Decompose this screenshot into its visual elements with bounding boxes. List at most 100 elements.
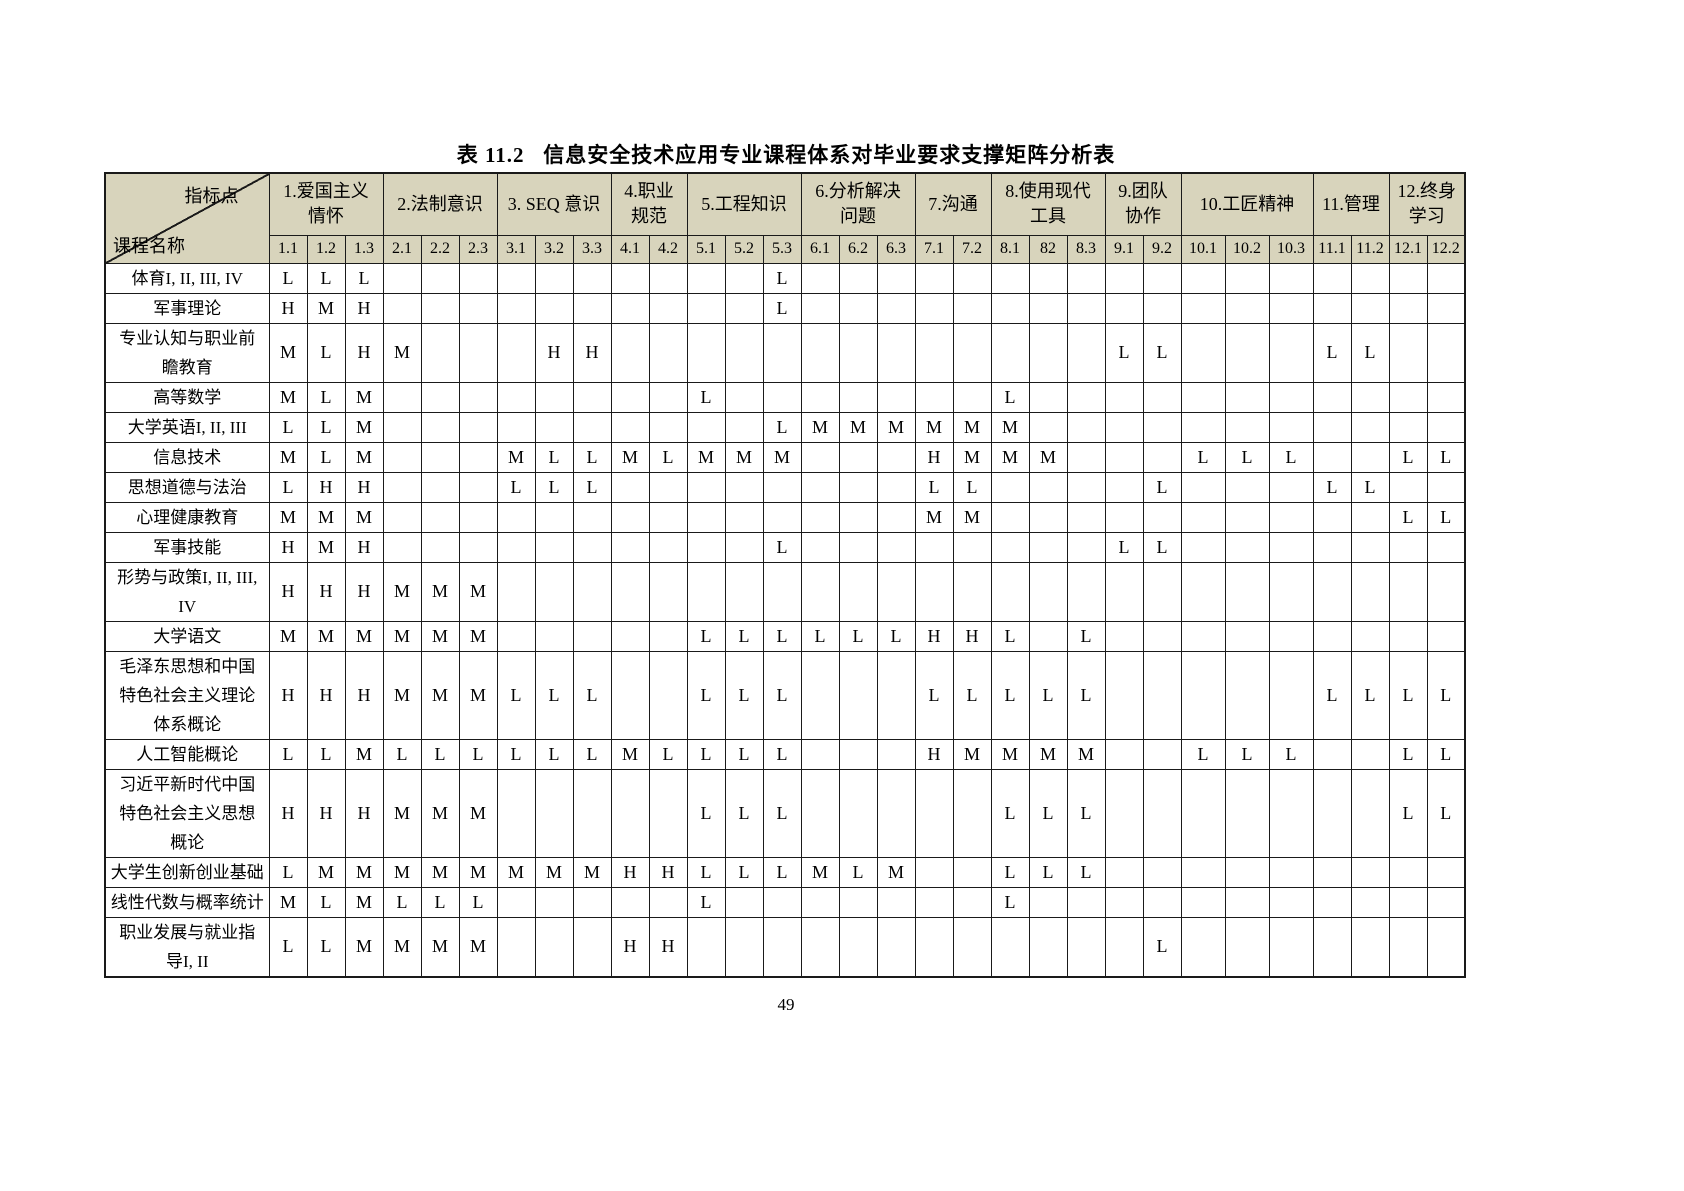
column-group-header: 1.爱国主义 情怀 (268, 172, 384, 236)
matrix-cell (1312, 501, 1352, 533)
matrix-cell (762, 471, 802, 503)
matrix-cell (952, 886, 992, 918)
column-subheader: 1.1 (268, 234, 308, 264)
matrix-cell: L (724, 738, 764, 770)
matrix-cell: M (762, 441, 802, 473)
matrix-cell (952, 561, 992, 622)
matrix-cell (838, 738, 878, 770)
matrix-cell (648, 471, 688, 503)
matrix-cell (800, 650, 840, 740)
matrix-cell: H (306, 768, 346, 858)
matrix-cell (610, 620, 650, 652)
matrix-cell (1312, 856, 1352, 888)
matrix-cell (1180, 381, 1226, 413)
matrix-cell: L (952, 471, 992, 503)
matrix-cell (1388, 292, 1428, 324)
matrix-cell (1028, 381, 1068, 413)
matrix-cell: H (344, 292, 384, 324)
matrix-cell (1224, 411, 1270, 443)
matrix-cell: H (306, 561, 346, 622)
matrix-cell: M (952, 441, 992, 473)
matrix-cell: L (268, 262, 308, 294)
matrix-cell (1350, 738, 1390, 770)
matrix-cell: H (268, 292, 308, 324)
matrix-cell (724, 292, 764, 324)
matrix-cell: M (458, 856, 498, 888)
course-name-cell: 高等数学 (104, 381, 270, 413)
matrix-cell: L (1142, 916, 1182, 977)
matrix-cell: H (306, 471, 346, 503)
matrix-cell: L (572, 738, 612, 770)
group-header-line: 3. SEQ 意识 (507, 193, 601, 214)
group-header-line: 5.工程知识 (701, 193, 787, 214)
matrix-cell (572, 768, 612, 858)
matrix-cell: M (420, 561, 460, 622)
matrix-cell (1388, 620, 1428, 652)
matrix-cell (1350, 411, 1390, 443)
column-group-header: 5.工程知识 (686, 172, 802, 236)
course-name-cell: 信息技术 (104, 441, 270, 473)
group-header-line: 11.管理 (1322, 193, 1380, 214)
matrix-cell: H (268, 531, 308, 563)
matrix-cell (724, 411, 764, 443)
matrix-cell (762, 322, 802, 383)
matrix-cell (458, 322, 498, 383)
matrix-cell (648, 531, 688, 563)
matrix-cell: L (306, 381, 346, 413)
matrix-cell: L (1142, 471, 1182, 503)
group-header-row: 指标点 课程名称 1.爱国主义 情怀 2.法制意识 3. SEQ 意识 4.职业 规范 5.工程… (104, 172, 1466, 264)
matrix-cell (838, 322, 878, 383)
matrix-cell: L (724, 620, 764, 652)
matrix-cell (762, 886, 802, 918)
matrix-cell (1388, 886, 1428, 918)
matrix-cell: H (344, 471, 384, 503)
matrix-cell: H (572, 322, 612, 383)
matrix-cell: M (914, 411, 954, 443)
group-header-line: 规范 (631, 206, 667, 227)
matrix-cell: L (1142, 322, 1182, 383)
matrix-cell (1426, 262, 1466, 294)
matrix-cell: H (610, 916, 650, 977)
matrix-cell: L (1180, 441, 1226, 473)
matrix-cell: M (382, 856, 422, 888)
matrix-cell: L (458, 886, 498, 918)
matrix-cell (990, 561, 1030, 622)
matrix-cell (1224, 262, 1270, 294)
matrix-cell: L (1104, 531, 1144, 563)
matrix-cell: L (724, 856, 764, 888)
matrix-cell (496, 411, 536, 443)
matrix-cell (1350, 916, 1390, 977)
matrix-cell (496, 292, 536, 324)
matrix-cell: L (1350, 322, 1390, 383)
matrix-cell (1180, 916, 1226, 977)
matrix-cell (1066, 916, 1106, 977)
matrix-cell (914, 262, 954, 294)
matrix-cell: L (762, 768, 802, 858)
matrix-cell: M (458, 561, 498, 622)
table-row: 大学英语I, II, III L L M L M M M M M M (104, 411, 1466, 443)
matrix-cell (648, 292, 688, 324)
matrix-cell (1224, 916, 1270, 977)
matrix-cell: M (420, 768, 460, 858)
matrix-cell (990, 322, 1030, 383)
matrix-cell: L (534, 471, 574, 503)
column-group-header: 10.工匠精神 (1180, 172, 1314, 236)
course-name-cell: 大学生创新创业基础 (104, 856, 270, 888)
matrix-cell (1350, 501, 1390, 533)
matrix-cell: M (572, 856, 612, 888)
matrix-cell: L (496, 650, 536, 740)
matrix-cell (1268, 501, 1314, 533)
matrix-cell (1180, 471, 1226, 503)
matrix-cell: L (1066, 856, 1106, 888)
matrix-cell: L (686, 381, 726, 413)
matrix-cell: M (420, 856, 460, 888)
matrix-cell: L (1142, 531, 1182, 563)
matrix-cell (534, 531, 574, 563)
matrix-cell (990, 471, 1030, 503)
matrix-cell (1224, 322, 1270, 383)
matrix-cell (952, 856, 992, 888)
matrix-cell: L (876, 620, 916, 652)
table-title: 表 11.2 信息安全技术应用专业课程体系对毕业要求支撑矩阵分析表 (456, 143, 1116, 167)
column-subheader: 6.1 (800, 234, 840, 264)
matrix-cell: M (268, 322, 308, 383)
